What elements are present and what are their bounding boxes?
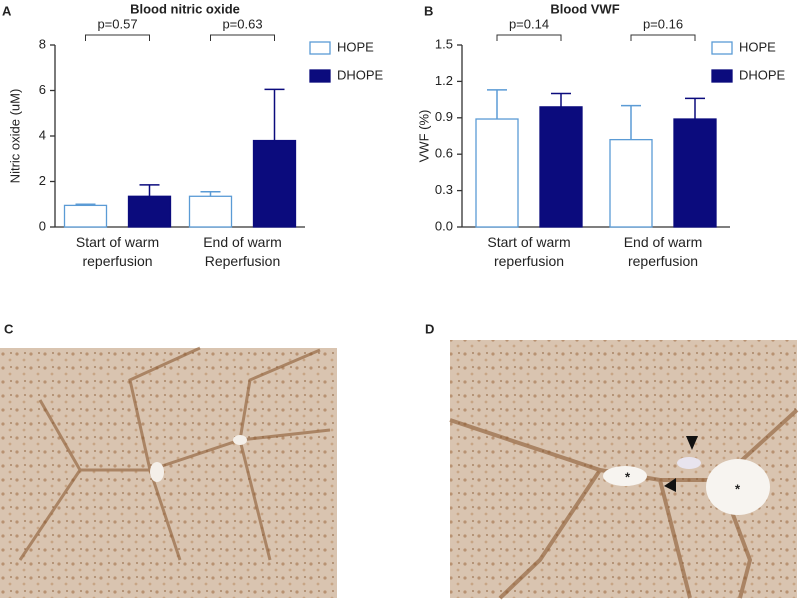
x-tick-label: Start of warm reperfusion	[487, 234, 571, 269]
bar	[475, 118, 519, 228]
svg-text:*: *	[735, 481, 741, 496]
panel-label: A	[2, 3, 12, 18]
annotation: p=0.57	[97, 16, 137, 31]
bar	[609, 138, 653, 228]
y-tick-label: 2	[39, 173, 46, 188]
error-bar	[75, 203, 96, 206]
legend-swatch	[711, 69, 733, 83]
panel-label: C	[4, 321, 14, 336]
y-axis-label: VWF (%)	[416, 110, 431, 163]
legend-label: DHOPE	[337, 67, 384, 82]
y-tick-label: 1.2	[435, 73, 453, 88]
bar	[127, 195, 172, 228]
legend-swatch	[309, 41, 331, 55]
error-bar	[264, 88, 285, 141]
y-tick-label: 0	[39, 218, 46, 233]
annotation: p=0.16	[643, 16, 683, 31]
x-tick-label: End of warm reperfusion	[623, 234, 703, 269]
significance-bracket	[85, 34, 150, 41]
legend-label: DHOPE	[739, 67, 786, 82]
chart-title: Blood VWF	[550, 1, 619, 16]
panel-label: D	[425, 321, 434, 336]
chart-title: Blood nitric oxide	[130, 1, 240, 16]
x-tick-label-box: End of warm reperfusion	[623, 234, 703, 269]
bar	[63, 204, 108, 228]
error-bar	[200, 190, 221, 197]
image-d: * *	[449, 340, 799, 600]
error-bar	[621, 104, 641, 140]
y-tick-label: 0.3	[435, 182, 453, 197]
x-tick-label-box: End of warm Reperfusion	[203, 234, 282, 269]
legend-label: HOPE	[739, 39, 776, 54]
error-bar	[685, 97, 705, 120]
significance-bracket	[210, 34, 275, 41]
error-bar	[551, 92, 571, 107]
annotation: p=0.63	[222, 16, 262, 31]
y-tick-label: 0.0	[435, 218, 453, 233]
annotation: p=0.14	[509, 16, 549, 31]
x-tick-label: Start of warm reperfusion	[75, 234, 160, 269]
y-tick-label: 0.6	[435, 146, 453, 161]
bar	[673, 118, 717, 228]
y-tick-label: 4	[39, 127, 46, 142]
legend-swatch	[711, 41, 733, 55]
bar	[188, 195, 233, 228]
x-tick-label-box: Start of warm reperfusion	[487, 234, 571, 269]
image-c	[0, 346, 337, 598]
error-bar	[487, 89, 507, 120]
x-tick-label: End of warm Reperfusion	[203, 234, 282, 269]
legend-label: HOPE	[337, 39, 374, 54]
y-tick-label: 1.5	[435, 36, 453, 51]
bar	[539, 106, 583, 228]
x-tick-label-box: Start of warm reperfusion	[75, 234, 160, 269]
y-axis-label: Nitric oxide (uM)	[7, 89, 22, 184]
significance-bracket	[630, 34, 696, 41]
significance-bracket	[496, 34, 562, 41]
svg-text:*: *	[625, 469, 631, 484]
legend-swatch	[309, 69, 331, 83]
y-tick-label: 0.9	[435, 109, 453, 124]
y-tick-label: 8	[39, 36, 46, 51]
y-tick-label: 6	[39, 82, 46, 97]
bar	[252, 139, 297, 228]
panel-label: B	[424, 3, 433, 18]
error-bar	[139, 184, 160, 197]
